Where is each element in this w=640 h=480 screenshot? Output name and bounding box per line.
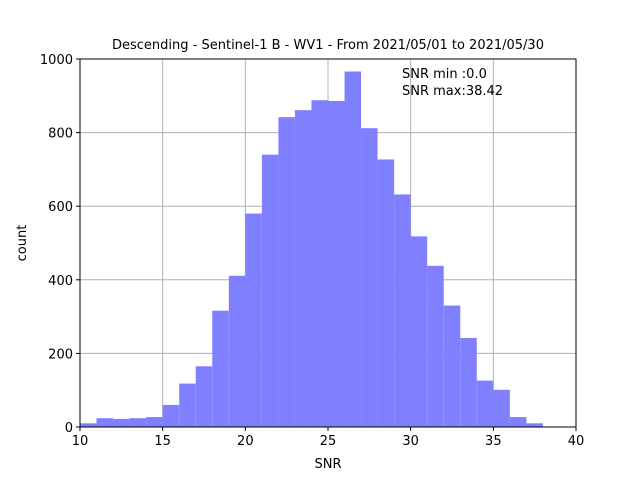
histogram-bar xyxy=(80,423,97,427)
chart-title: Descending - Sentinel-1 B - WV1 - From 2… xyxy=(112,38,544,53)
histogram-bar xyxy=(394,194,411,427)
x-tick-label: 20 xyxy=(237,434,254,449)
histogram-bar xyxy=(129,418,147,427)
histogram-bar xyxy=(278,117,295,428)
histogram-bar xyxy=(228,275,246,427)
histogram-bar xyxy=(162,404,180,427)
histogram-bar xyxy=(344,71,362,428)
histogram-bar xyxy=(361,128,378,427)
y-tick-label: 0 xyxy=(65,421,73,436)
histogram-bar xyxy=(96,418,114,427)
histogram-bar xyxy=(328,100,345,428)
histogram-bar xyxy=(261,154,279,427)
histogram-bar xyxy=(460,337,477,427)
y-tick-label: 200 xyxy=(48,347,73,362)
histogram-bar xyxy=(427,265,444,427)
histogram-bar xyxy=(493,389,510,427)
plot-frame xyxy=(79,58,577,428)
x-tick-label: 40 xyxy=(568,434,585,449)
histogram-bar xyxy=(146,417,163,427)
y-tick-label: 1000 xyxy=(40,53,73,68)
histogram-bar xyxy=(294,110,312,427)
histogram-bar xyxy=(179,383,196,427)
x-axis-label: SNR xyxy=(314,457,341,472)
y-axis-label: count xyxy=(15,225,30,262)
histogram-bars xyxy=(80,71,543,428)
x-tick-label: 35 xyxy=(485,434,502,449)
y-tick-label: 600 xyxy=(48,200,73,215)
y-tick-label: 400 xyxy=(48,274,73,289)
histogram-bar xyxy=(476,380,494,427)
x-tick-label: 30 xyxy=(402,434,419,449)
x-tick-label: 15 xyxy=(154,434,171,449)
histogram-bar xyxy=(509,417,527,427)
histogram-bar xyxy=(410,236,428,427)
histogram-bar xyxy=(245,213,262,427)
histogram-bar xyxy=(311,100,328,427)
y-tick-label: 800 xyxy=(48,127,73,142)
histogram-bar xyxy=(526,423,543,427)
histogram-bar xyxy=(113,418,130,427)
histogram-bar xyxy=(443,305,461,427)
histogram-bar xyxy=(212,310,229,427)
x-tick-label: 25 xyxy=(320,434,337,449)
histogram-bar xyxy=(377,159,395,428)
snr-max-annotation: SNR max:38.42 xyxy=(402,84,503,99)
x-tick-label: 10 xyxy=(72,434,89,449)
histogram-bar xyxy=(195,366,213,427)
snr-min-annotation: SNR min :0.0 xyxy=(402,67,487,82)
